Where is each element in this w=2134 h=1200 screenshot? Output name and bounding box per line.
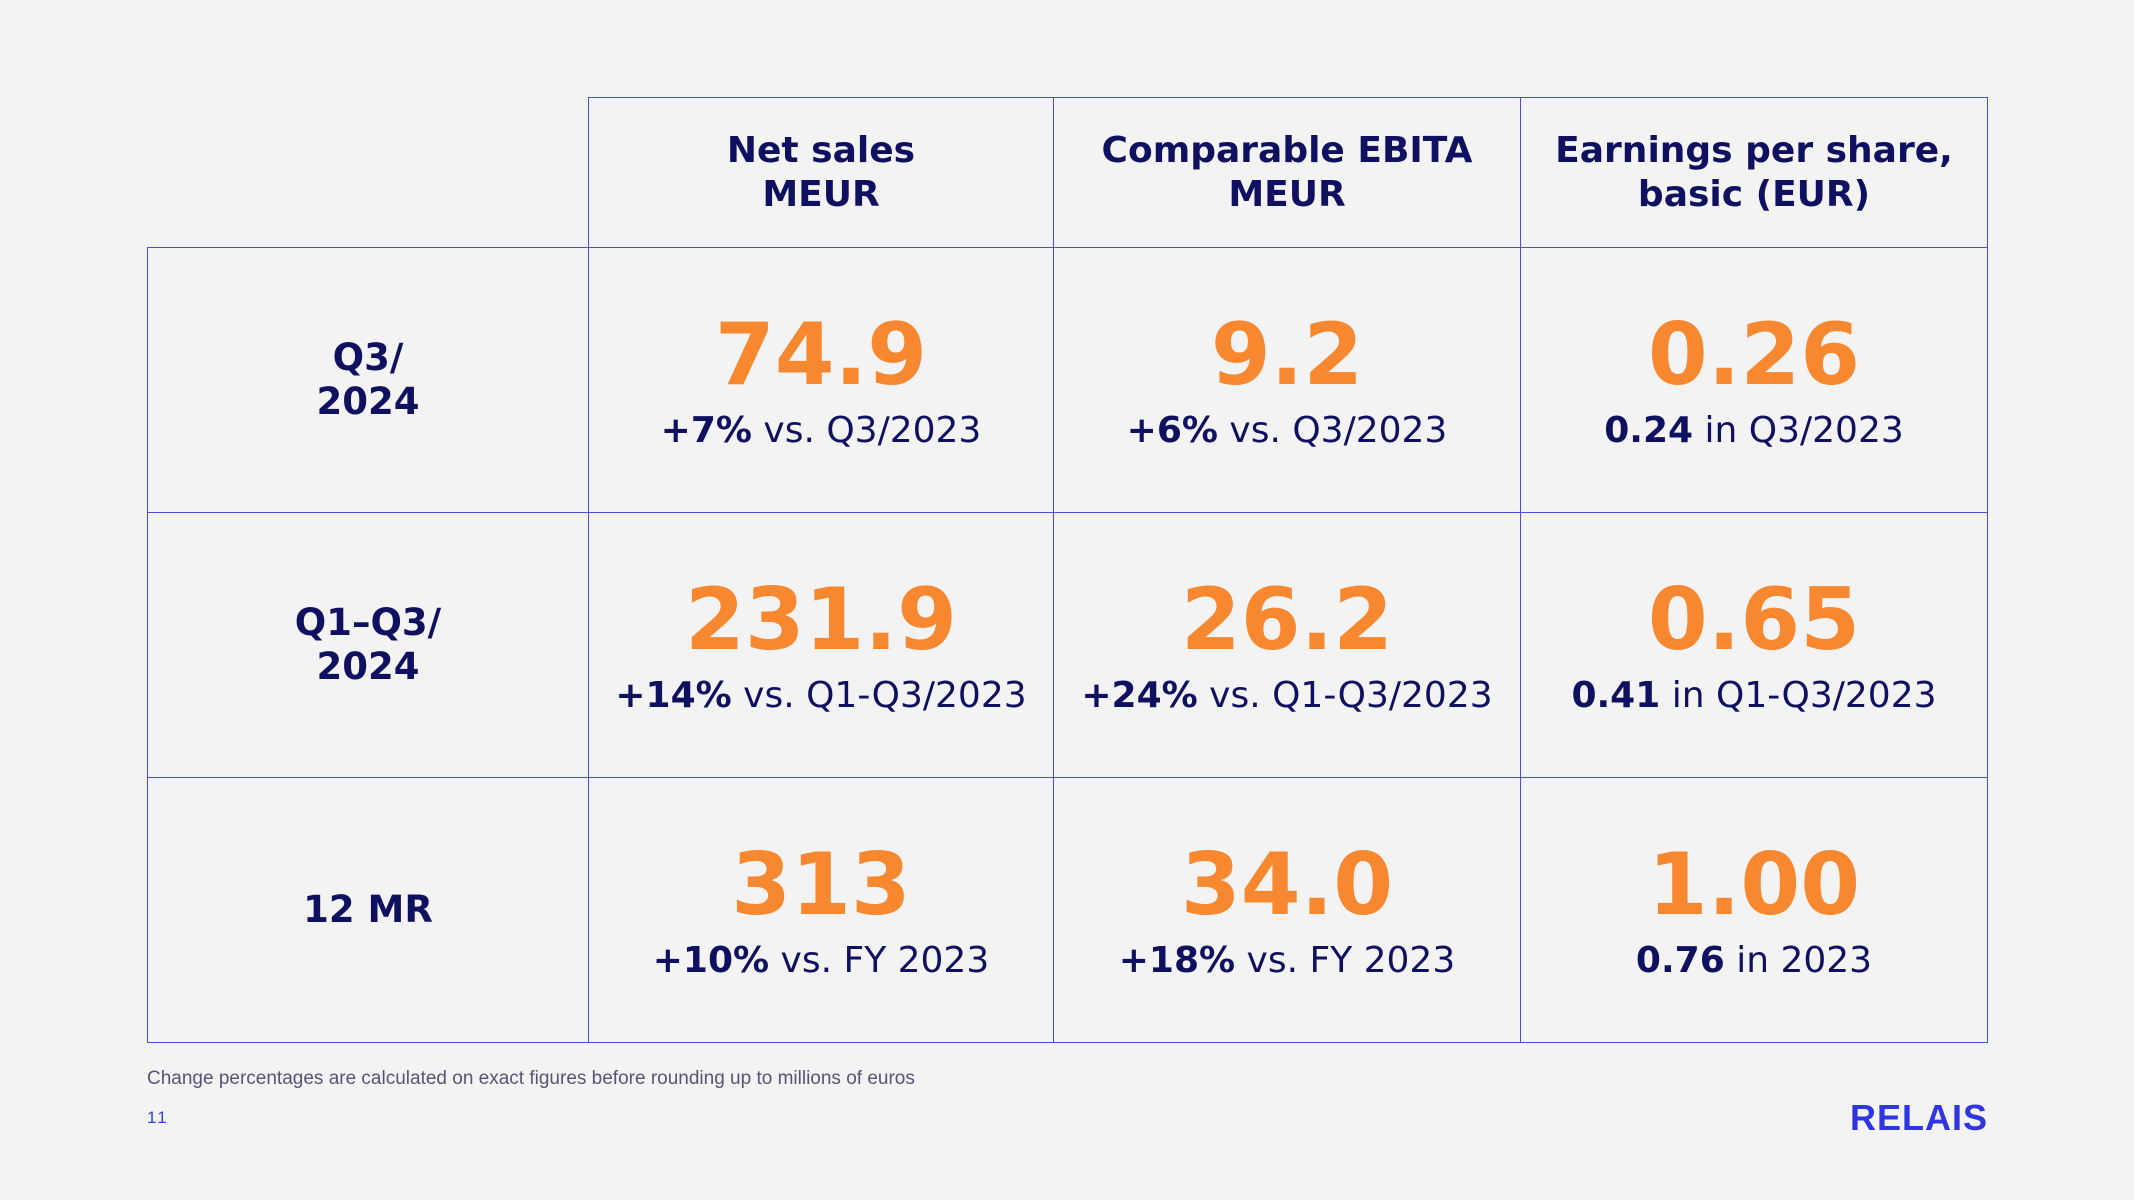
- kpi-value: 26.2: [1180, 570, 1394, 670]
- kpi-comparison-rest: vs. Q3/2023: [1217, 410, 1448, 451]
- kpi-comparison-rest: vs. FY 2023: [1235, 940, 1456, 981]
- kpi-comparison-rest: in 2023: [1724, 940, 1873, 981]
- header-ebita-line1: Comparable EBITA: [1101, 129, 1473, 171]
- kpi-comparison-bold: 0.41: [1571, 675, 1661, 716]
- footnote: Change percentages are calculated on exa…: [147, 1068, 915, 1089]
- header-ebita-line2: MEUR: [1228, 173, 1346, 215]
- relais-logo: RELAIS: [1849, 1097, 1988, 1138]
- row-label-line2: 2024: [316, 645, 420, 688]
- kpi-comparison-bold: 0.76: [1635, 940, 1725, 981]
- kpi-comparison-bold: +6%: [1126, 410, 1218, 451]
- cell-q3-ebita: 9.2 +6% vs. Q3/2023: [1053, 247, 1521, 513]
- cell-q1q3-eps: 0.65 0.41 in Q1-Q3/2023: [1520, 512, 1988, 778]
- kpi-value: 0.65: [1647, 570, 1861, 670]
- kpi-comparison-bold: +10%: [652, 940, 770, 981]
- row-label-line1: 12 MR: [303, 888, 433, 931]
- header-eps-line2: basic (EUR): [1637, 173, 1871, 215]
- row-label-line1: Q1–Q3/: [294, 601, 442, 644]
- page-number: 11: [147, 1108, 169, 1127]
- cell-q1q3-ebita: 26.2 +24% vs. Q1-Q3/2023: [1053, 512, 1521, 778]
- header-eps: Earnings per share, basic (EUR): [1520, 97, 1988, 248]
- kpi-value: 34.0: [1180, 835, 1394, 935]
- kpi-comparison: +24% vs. Q1-Q3/2023: [1081, 674, 1492, 718]
- kpi-comparison-rest: in Q3/2023: [1693, 410, 1904, 451]
- cell-q1q3-net-sales: 231.9 +14% vs. Q1-Q3/2023: [588, 512, 1054, 778]
- kpi-comparison: +6% vs. Q3/2023: [1127, 409, 1448, 453]
- kpi-value: 9.2: [1210, 305, 1364, 405]
- kpi-comparison-rest: vs. FY 2023: [769, 940, 990, 981]
- cell-12mr-ebita: 34.0 +18% vs. FY 2023: [1053, 777, 1521, 1043]
- header-comparable-ebita: Comparable EBITA MEUR: [1053, 97, 1521, 248]
- cell-q3-eps: 0.26 0.24 in Q3/2023: [1520, 247, 1988, 513]
- kpi-comparison-bold: +18%: [1118, 940, 1236, 981]
- kpi-comparison-bold: +24%: [1081, 675, 1198, 716]
- header-net-sales-line2: MEUR: [762, 173, 880, 215]
- kpi-comparison-rest: vs. Q3/2023: [751, 410, 982, 451]
- kpi-comparison-bold: +7%: [660, 410, 752, 451]
- cell-12mr-net-sales: 313 +10% vs. FY 2023: [588, 777, 1054, 1043]
- kpi-comparison: 0.76 in 2023: [1636, 939, 1872, 983]
- header-eps-line1: Earnings per share,: [1555, 129, 1953, 171]
- row-label-line2: 2024: [316, 380, 420, 423]
- kpi-comparison-rest: vs. Q1-Q3/2023: [731, 675, 1027, 716]
- kpi-value: 0.26: [1647, 305, 1861, 405]
- kpi-comparison: +10% vs. FY 2023: [653, 939, 990, 983]
- kpi-value: 313: [731, 835, 911, 935]
- kpi-table: Net sales MEUR Comparable EBITA MEUR Ear…: [147, 97, 1988, 1043]
- header-net-sales: Net sales MEUR: [588, 97, 1054, 248]
- row-label-line1: Q3/: [332, 336, 404, 379]
- kpi-comparison: 0.41 in Q1-Q3/2023: [1571, 674, 1936, 718]
- kpi-comparison-rest: in Q1-Q3/2023: [1660, 675, 1937, 716]
- row-label-12-mr: 12 MR: [147, 777, 589, 1043]
- kpi-comparison: 0.24 in Q3/2023: [1604, 409, 1904, 453]
- kpi-value: 1.00: [1647, 835, 1861, 935]
- kpi-value: 74.9: [714, 305, 928, 405]
- kpi-comparison: +14% vs. Q1-Q3/2023: [615, 674, 1026, 718]
- header-net-sales-line1: Net sales: [726, 129, 916, 171]
- row-label-q3-2024: Q3/ 2024: [147, 247, 589, 513]
- cell-12mr-eps: 1.00 0.76 in 2023: [1520, 777, 1988, 1043]
- kpi-comparison-bold: 0.24: [1604, 410, 1694, 451]
- kpi-comparison: +18% vs. FY 2023: [1119, 939, 1456, 983]
- kpi-comparison-rest: vs. Q1-Q3/2023: [1197, 675, 1493, 716]
- cell-q3-net-sales: 74.9 +7% vs. Q3/2023: [588, 247, 1054, 513]
- row-label-q1-q3-2024: Q1–Q3/ 2024: [147, 512, 589, 778]
- kpi-comparison: +7% vs. Q3/2023: [661, 409, 982, 453]
- kpi-comparison-bold: +14%: [615, 675, 732, 716]
- kpi-value: 231.9: [684, 570, 958, 670]
